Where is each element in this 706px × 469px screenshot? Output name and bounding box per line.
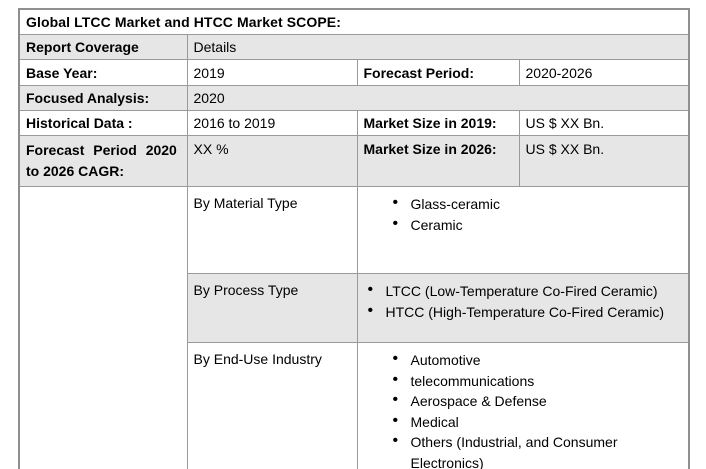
report-coverage-label: Report Coverage xyxy=(18,34,188,60)
table-row-process-type: By Process Type LTCC (Low-Temperature Co… xyxy=(19,273,690,343)
end-use-list: Automotive telecommunications Aerospace … xyxy=(392,349,660,469)
material-type-list: Glass-ceramic Ceramic xyxy=(392,193,683,236)
cagr-label-line1: Forecast Period 2020 xyxy=(26,142,177,158)
focused-analysis-label: Focused Analysis: xyxy=(18,85,188,111)
table-row-focused-analysis: Focused Analysis: 2020 xyxy=(18,85,690,111)
historical-data-label: Historical Data : xyxy=(18,110,188,136)
process-type-list: LTCC (Low-Temperature Co-Fired Ceramic) … xyxy=(367,280,683,323)
material-type-category: By Material Type xyxy=(186,186,358,274)
cagr-label-line2: to 2026 CAGR: xyxy=(26,163,125,179)
process-type-items-cell: LTCC (Low-Temperature Co-Fired Ceramic) … xyxy=(356,273,690,343)
base-year-label: Base Year: xyxy=(18,59,188,86)
segments-spacer-cell xyxy=(18,186,188,469)
table-row-cagr: Forecast Period 2020 to 2026 CAGR: XX % … xyxy=(18,135,690,187)
bullet-item: HTCC (High-Temperature Co-Fired Ceramic) xyxy=(367,301,683,323)
table-title: Global LTCC Market and HTCC Market SCOPE… xyxy=(18,8,690,35)
cagr-value: XX % xyxy=(186,135,358,187)
bullet-item: telecommunications xyxy=(392,370,660,392)
scope-table: Global LTCC Market and HTCC Market SCOPE… xyxy=(18,8,690,469)
bullet-item: Ceramic xyxy=(392,214,683,236)
forecast-period-label: Forecast Period: xyxy=(356,59,520,86)
table-row-title: Global LTCC Market and HTCC Market SCOPE… xyxy=(18,8,690,35)
market-size-2026-value: US $ XX Bn. xyxy=(518,135,690,187)
bullet-item: Others (Industrial, and Consumer Electro… xyxy=(392,431,660,469)
table-row-base-year: Base Year: 2019 Forecast Period: 2020-20… xyxy=(18,59,690,86)
bullet-item: Glass-ceramic xyxy=(392,193,683,215)
end-use-items-cell: Automotive telecommunications Aerospace … xyxy=(356,342,690,469)
historical-data-value: 2016 to 2019 xyxy=(186,110,358,136)
market-size-2019-label: Market Size in 2019: xyxy=(356,110,520,136)
material-type-items-cell: Glass-ceramic Ceramic xyxy=(356,186,690,274)
table-row-end-use-industry: By End-Use Industry Automotive telecommu… xyxy=(19,342,690,469)
base-year-value: 2019 xyxy=(186,59,358,86)
process-type-category: By Process Type xyxy=(186,273,358,343)
bullet-item: Automotive xyxy=(392,349,660,371)
forecast-period-value: 2020-2026 xyxy=(518,59,690,86)
cagr-label: Forecast Period 2020 to 2026 CAGR: xyxy=(18,135,188,187)
table-row-material-type: By Material Type Glass-ceramic Ceramic xyxy=(18,186,690,469)
focused-analysis-value: 2020 xyxy=(186,85,690,111)
bullet-item: LTCC (Low-Temperature Co-Fired Ceramic) xyxy=(367,280,683,302)
market-size-2019-value: US $ XX Bn. xyxy=(518,110,690,136)
table-row-coverage: Report Coverage Details xyxy=(18,34,690,60)
material-type-label: By Material Type xyxy=(193,195,298,211)
market-size-2026-label: Market Size in 2026: xyxy=(356,135,520,187)
end-use-label: By End-Use Industry xyxy=(193,351,322,367)
process-type-label: By Process Type xyxy=(193,282,299,298)
report-coverage-value: Details xyxy=(186,34,690,60)
bullet-item: Aerospace & Defense xyxy=(392,390,660,412)
end-use-category: By End-Use Industry xyxy=(186,342,358,469)
bullet-item: Medical xyxy=(392,411,660,433)
table-row-historical-data: Historical Data : 2016 to 2019 Market Si… xyxy=(18,110,690,136)
